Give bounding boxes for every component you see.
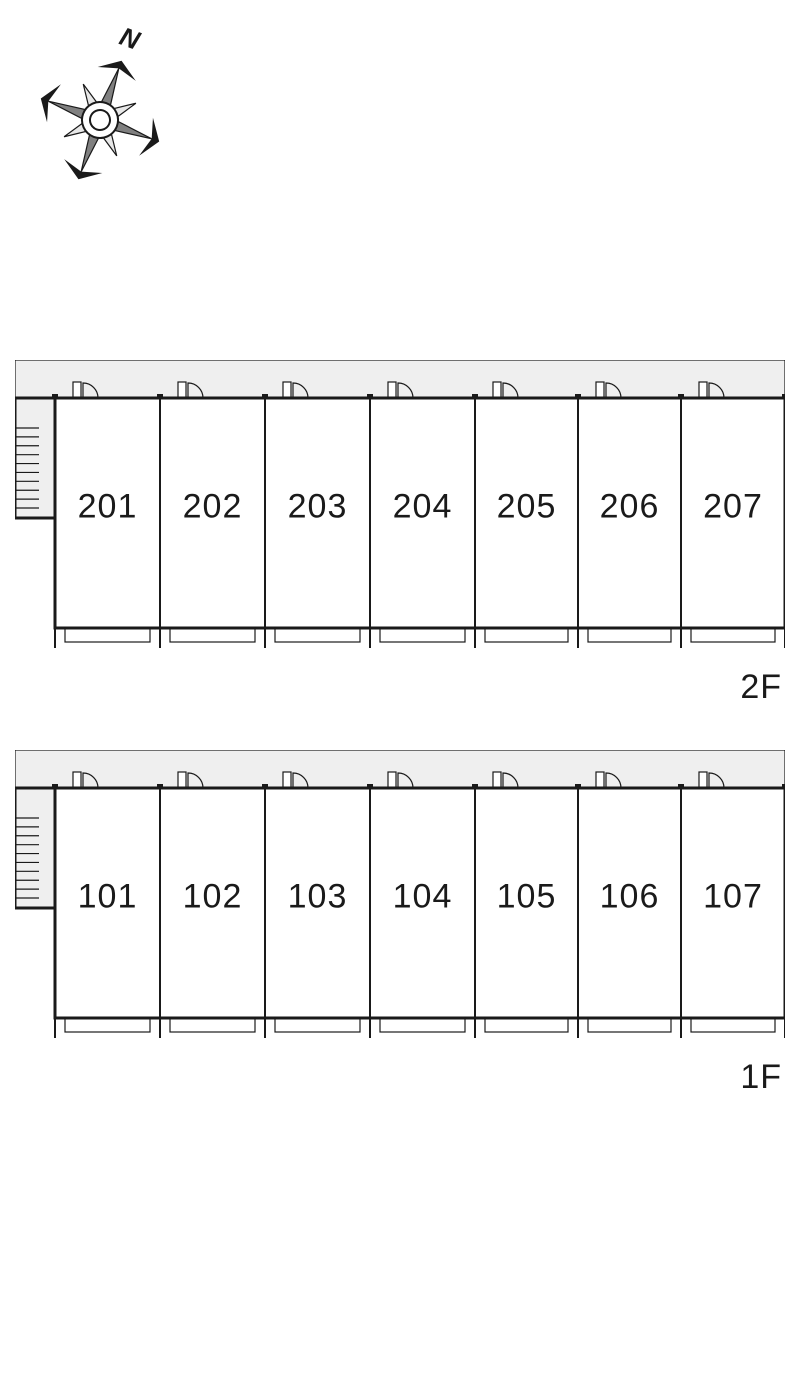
door-leaf — [699, 382, 707, 398]
balcony — [588, 1018, 671, 1032]
unit-label: 206 — [600, 487, 660, 525]
balcony — [65, 1018, 150, 1032]
unit-label: 105 — [497, 877, 557, 915]
floor-plan: 201 202 203 204 205 206 207 — [15, 360, 785, 648]
unit-label: 203 — [288, 487, 348, 525]
door-leaf — [699, 772, 707, 788]
balcony — [485, 628, 568, 642]
stairwell — [15, 398, 55, 518]
balcony — [380, 1018, 465, 1032]
door-leaf — [388, 772, 396, 788]
unit-label: 102 — [183, 877, 243, 915]
page: N 20120220320420520620710110210310410510… — [0, 0, 800, 1373]
door-leaf — [73, 382, 81, 398]
door-leaf — [178, 382, 186, 398]
door-leaf — [388, 382, 396, 398]
door-leaf — [596, 382, 604, 398]
unit-label: 201 — [78, 487, 138, 525]
svg-text:N: N — [116, 21, 145, 56]
balcony — [380, 628, 465, 642]
balcony — [691, 1018, 775, 1032]
unit-label: 103 — [288, 877, 348, 915]
stairwell — [15, 788, 55, 908]
floor-1F: 101 102 103 104 105 106 107 — [15, 750, 785, 1055]
floor-2F: 201 202 203 204 205 206 207 — [15, 360, 785, 665]
corridor — [15, 360, 785, 398]
balcony — [588, 628, 671, 642]
balcony — [170, 628, 255, 642]
unit-label: 101 — [78, 877, 138, 915]
balcony — [170, 1018, 255, 1032]
unit-label: 204 — [393, 487, 453, 525]
floor-plan: 101 102 103 104 105 106 107 — [15, 750, 785, 1038]
balcony — [65, 628, 150, 642]
unit-label: 106 — [600, 877, 660, 915]
door-leaf — [178, 772, 186, 788]
floor-label: 1F — [740, 1058, 782, 1097]
unit-label: 104 — [393, 877, 453, 915]
door-leaf — [493, 772, 501, 788]
balcony — [485, 1018, 568, 1032]
unit-label: 202 — [183, 487, 243, 525]
door-leaf — [283, 772, 291, 788]
compass-rose: N — [30, 10, 170, 190]
balcony — [691, 628, 775, 642]
unit-label: 207 — [703, 487, 763, 525]
unit-label: 205 — [497, 487, 557, 525]
floor-label: 2F — [740, 668, 782, 707]
door-leaf — [283, 382, 291, 398]
door-leaf — [596, 772, 604, 788]
corridor — [15, 750, 785, 788]
door-leaf — [73, 772, 81, 788]
balcony — [275, 1018, 360, 1032]
door-leaf — [493, 382, 501, 398]
balcony — [275, 628, 360, 642]
unit-label: 107 — [703, 877, 763, 915]
